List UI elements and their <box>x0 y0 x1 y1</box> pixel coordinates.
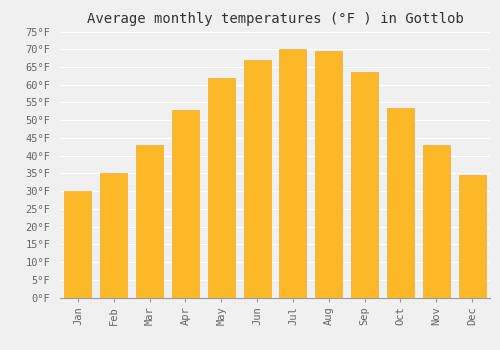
Bar <box>244 60 270 298</box>
Bar <box>64 191 92 298</box>
Title: Average monthly temperatures (°F ) in Gottlob: Average monthly temperatures (°F ) in Go… <box>86 12 464 26</box>
Bar <box>458 175 485 298</box>
Bar <box>351 72 378 298</box>
Bar <box>316 51 342 298</box>
Bar <box>423 145 450 298</box>
Bar <box>136 145 163 298</box>
Bar <box>208 78 234 298</box>
Bar <box>280 49 306 298</box>
Bar <box>387 108 414 298</box>
Bar <box>172 110 199 297</box>
Bar <box>100 173 127 298</box>
